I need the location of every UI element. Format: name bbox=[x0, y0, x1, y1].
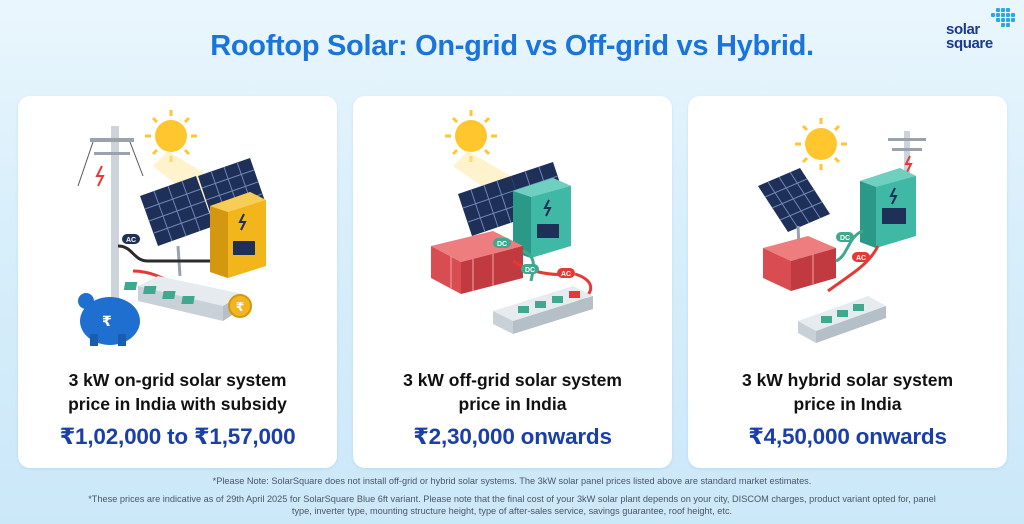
card-on-grid: AC ₹ ₹ bbox=[18, 96, 337, 468]
card-heading: 3 kW hybrid solar system price in India bbox=[688, 368, 1007, 416]
card-heading-line1: 3 kW off-grid solar system bbox=[403, 370, 622, 390]
card-price: ₹1,02,000 to ₹1,57,000 bbox=[59, 424, 296, 449]
rupee-coin-icon: ₹ bbox=[228, 294, 252, 318]
charge-controller-icon bbox=[513, 178, 571, 258]
sun-icon bbox=[795, 118, 847, 170]
ac-label: AC bbox=[561, 271, 571, 278]
battery-bank-icon bbox=[763, 236, 836, 291]
disclaimer-note-2: *These prices are indicative as of 29th … bbox=[88, 494, 936, 516]
hybrid-illustration: DC AC bbox=[758, 118, 926, 343]
ac-label: AC bbox=[126, 237, 136, 244]
power-strip-icon bbox=[798, 296, 886, 343]
card-price: ₹2,30,000 onwards bbox=[413, 424, 612, 449]
card-heading-line2: price in India with subsidy bbox=[68, 394, 287, 414]
card-heading: 3 kW off-grid solar system price in Indi… bbox=[353, 368, 672, 416]
dc-label-1: DC bbox=[497, 241, 507, 248]
logo-text-line2: square bbox=[946, 35, 993, 52]
card-off-grid: DC DC AC 3 kW off-grid solar system pric… bbox=[353, 96, 672, 468]
power-strip-icon bbox=[123, 276, 243, 321]
card-heading-line2: price in India bbox=[793, 394, 902, 414]
card-heading-line2: price in India bbox=[458, 394, 567, 414]
logo-grid-icon bbox=[991, 8, 1015, 27]
ac-label: AC bbox=[856, 255, 866, 262]
card-heading-line1: 3 kW on-grid solar system bbox=[68, 370, 287, 390]
card-heading-line1: 3 kW hybrid solar system bbox=[741, 370, 954, 390]
card-heading: 3 kW on-grid solar system price in India… bbox=[18, 368, 337, 416]
solarsquare-logo: solar square bbox=[946, 6, 1018, 58]
off-grid-illustration: DC DC AC bbox=[431, 110, 593, 334]
page-title: Rooftop Solar: On-grid vs Off-grid vs Hy… bbox=[210, 30, 814, 62]
logo-text-line1: solar bbox=[946, 21, 980, 38]
sun-icon bbox=[445, 110, 528, 201]
inverter-icon bbox=[210, 192, 266, 278]
dc-label-2: DC bbox=[525, 267, 535, 274]
dc-label: DC bbox=[840, 235, 850, 242]
solar-panel-icon bbox=[758, 168, 830, 267]
svg-text:₹: ₹ bbox=[102, 314, 112, 330]
power-strip-icon bbox=[493, 286, 593, 334]
disclaimer-note-1: *Please Note: SolarSquare does not insta… bbox=[212, 476, 812, 486]
piggy-bank-icon: ₹ bbox=[78, 293, 140, 346]
hybrid-inverter-icon bbox=[860, 168, 916, 248]
card-price: ₹4,50,000 onwards bbox=[748, 424, 947, 449]
rupee-coin-label: ₹ bbox=[236, 300, 244, 314]
utility-pole-icon bbox=[77, 126, 144, 316]
on-grid-illustration: AC ₹ ₹ bbox=[77, 110, 266, 346]
card-hybrid: DC AC 3 kW hybrid solar system price in … bbox=[688, 96, 1007, 468]
